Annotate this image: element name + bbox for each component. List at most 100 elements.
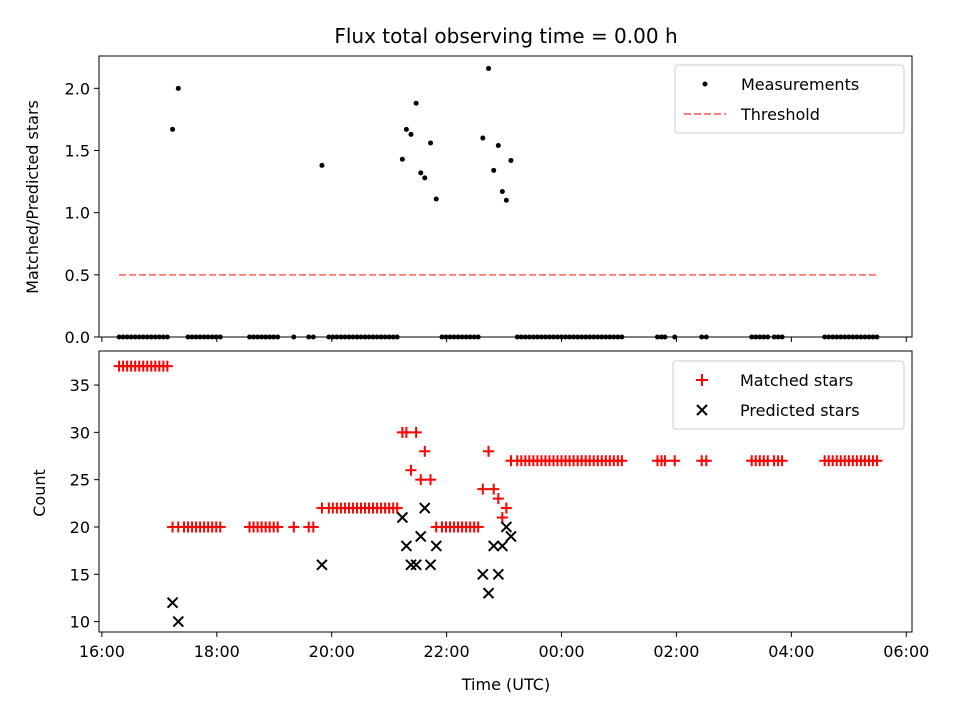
measurement-point [503,197,509,203]
y-tick-label: 15 [70,565,90,584]
matched-star-point [659,455,671,467]
matched-star-point [391,502,403,514]
x-tick-label: 22:00 [424,642,470,661]
measurement-point [491,167,497,173]
top-legend: Measurements Threshold [674,64,905,134]
chart-title: Flux total observing time = 0.00 h [334,24,677,48]
matched-star-point [400,426,412,438]
matched-star-point [616,455,628,467]
bottom-y-axis-label: Count [30,469,49,517]
matched-star-point [410,426,422,438]
matched-star-point [307,521,319,533]
matched-star-point [871,455,883,467]
y-tick-label: 2.0 [65,79,90,98]
y-tick-label: 0.5 [65,266,90,285]
y-tick-label: 25 [70,471,90,490]
predicted-star-point [400,540,413,552]
predicted-star-point [419,502,431,514]
top-y-axis-label: Matched/Predicted stars [23,100,42,294]
predicted-star-point [505,530,517,543]
matched-star-point [483,445,495,457]
matched-star-point [477,483,489,495]
legend-threshold-label: Threshold [740,105,820,124]
matched-star-point [272,521,284,533]
measurement-point [399,156,405,162]
y-tick-label: 1.5 [65,141,90,160]
top-axes: 0.00.51.01.52.0 Matched/Predicted stars … [23,55,913,347]
legend-matched-label: Matched stars [740,371,853,390]
bottom-legend-box [672,360,905,430]
top-y-ticks: 0.0 0.5 1.0 1.5 2.0 [65,79,99,347]
measurement-point [495,143,501,149]
predicted-star-point [172,615,184,628]
measurement-point [486,65,492,71]
bottom-axes: 10 15 20 25 30 35 16:00 18:00 20:00 22:00 00:00 02… [30,350,929,694]
legend-measurements-marker [702,81,708,87]
x-tick-label: 18:00 [194,642,240,661]
predicted-star-point [396,511,409,524]
measurement-point [403,126,409,132]
matched-star-point [288,521,300,533]
matched-star-point [492,493,504,505]
matched-star-point [415,474,427,486]
measurement-point [418,170,424,176]
measurement-point [480,135,486,141]
legend-matched-marker [696,374,708,386]
x-tick-label: 06:00 [883,642,929,661]
matched-star-point [488,483,500,495]
matched-star-point [419,445,431,457]
predicted-star-point [496,540,509,552]
measurement-point [428,140,434,146]
bottom-axes-frame [98,350,913,633]
bottom-legend: Matched stars Predicted stars [672,360,905,430]
predicted-star-point [482,587,495,599]
measurement-point [508,157,514,163]
measurement-point [422,175,428,181]
predicted-star-point [424,559,437,571]
y-tick-label: 1.0 [65,204,90,223]
x-tick-label: 16:00 [79,642,125,661]
predicted-star-point [410,559,422,571]
y-tick-label: 10 [70,613,90,632]
matched-star-point [405,464,417,476]
matched-star-point [161,360,173,372]
y-tick-label: 35 [70,376,90,395]
predicted-star-point [430,540,442,552]
y-tick-label: 30 [70,423,90,442]
matched-star-point [472,521,484,533]
matched-star-point [425,474,437,486]
matched-star-point [214,521,226,533]
top-axes-frame [98,55,913,338]
legend-predicted-marker [696,404,708,416]
measurement-point [408,131,414,137]
predicted-star-point [492,568,505,580]
measurement-point [433,196,439,202]
bottom-y-ticks: 10 15 20 25 30 35 [70,376,99,632]
x-tick-label: 20:00 [309,642,355,661]
measurement-point [319,162,325,168]
x-tick-label: 00:00 [538,642,584,661]
top-plot-marks [116,65,880,340]
measurement-point [413,100,419,106]
y-tick-label: 0.0 [65,328,90,347]
bottom-plot-marks [113,360,883,628]
x-tick-label: 02:00 [653,642,699,661]
matched-star-point [669,455,681,467]
x-tick-label: 04:00 [768,642,814,661]
predicted-star-point [166,596,179,609]
predicted-star-point [316,559,328,571]
matched-star-point [496,512,508,524]
matched-star-point [700,455,712,467]
legend-predicted-label: Predicted stars [740,401,860,420]
measurement-point [170,126,176,132]
y-tick-label: 20 [70,518,90,537]
predicted-star-point [415,530,427,543]
predicted-star-point [488,540,500,552]
predicted-star-point [500,521,513,533]
bottom-x-ticks: 16:00 18:00 20:00 22:00 00:00 02:00 04:00 06:00 [79,632,929,661]
matched-star-point [500,502,512,514]
predicted-star-point [405,559,417,571]
measurement-point [499,189,505,195]
top-x-ticks [101,337,907,342]
